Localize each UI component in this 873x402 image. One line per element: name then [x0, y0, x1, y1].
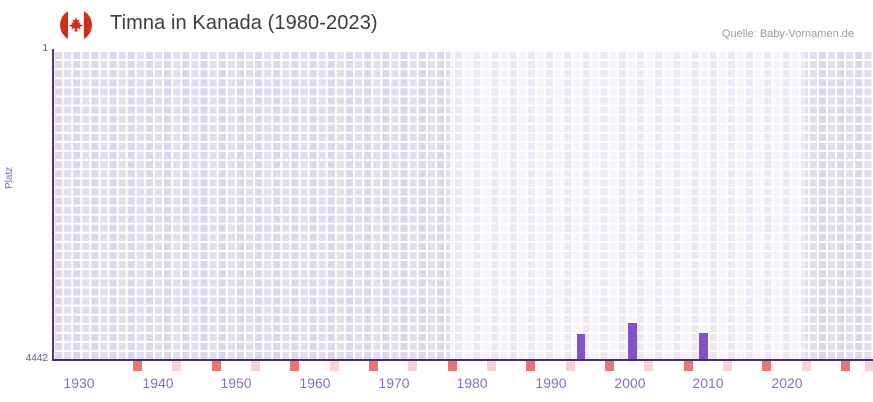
- x-tick-label-2010: 2010: [692, 375, 724, 391]
- out-of-range-shade-left: [53, 50, 450, 360]
- x-minor-tick-1985: [566, 361, 575, 371]
- x-minor-tick-1975: [487, 361, 496, 371]
- x-major-tick-2010: [762, 361, 771, 371]
- y-tick-label-bottom: 4442: [25, 353, 48, 364]
- x-major-tick-2020: [841, 361, 850, 371]
- maple-leaf-icon: [68, 17, 84, 33]
- bar-2000[interactable]: [628, 323, 637, 360]
- x-minor-tick-1935: [172, 361, 181, 371]
- x-major-tick-1990: [605, 361, 614, 371]
- x-tick-label-1940: 1940: [142, 375, 174, 391]
- x-minor-tick-2025: [865, 361, 873, 371]
- bar-2008[interactable]: [699, 333, 708, 360]
- out-of-range-shade-right: [806, 50, 873, 360]
- y-tick-label-top: 1: [42, 43, 48, 54]
- canada-flag-icon: [60, 9, 92, 41]
- x-major-tick-2000: [684, 361, 693, 371]
- x-tick-label-1970: 1970: [378, 375, 410, 391]
- x-tick-label-1930: 1930: [63, 375, 95, 391]
- x-tick-label-1950: 1950: [220, 375, 252, 391]
- x-axis-line: [52, 359, 873, 361]
- x-major-tick-1960: [369, 361, 378, 371]
- y-axis-line: [52, 49, 54, 361]
- x-major-tick-1970: [448, 361, 457, 371]
- page-title: Timna in Kanada (1980-2023): [110, 12, 378, 34]
- x-major-tick-1980: [526, 361, 535, 371]
- plot-area: [53, 50, 873, 360]
- x-major-tick-1940: [212, 361, 221, 371]
- x-tick-label-2000: 2000: [614, 375, 646, 391]
- x-major-tick-1930: [133, 361, 142, 371]
- flag-right-band: [84, 9, 92, 41]
- x-tick-label-1990: 1990: [535, 375, 567, 391]
- x-minor-tick-1945: [251, 361, 260, 371]
- x-minor-tick-1955: [330, 361, 339, 371]
- x-minor-tick-2005: [723, 361, 732, 371]
- x-minor-tick-1995: [644, 361, 653, 371]
- chart-header: Timna in Kanada (1980-2023) Quelle: Baby…: [0, 0, 873, 48]
- source-attribution: Quelle: Baby-Vornamen.de: [721, 28, 854, 40]
- x-minor-tick-2015: [802, 361, 811, 371]
- y-axis-title: Platz: [4, 166, 15, 189]
- x-tick-label-1960: 1960: [299, 375, 331, 391]
- x-tick-label-2020: 2020: [771, 375, 803, 391]
- flag-left-band: [60, 9, 68, 41]
- x-minor-tick-1965: [408, 361, 417, 371]
- x-major-tick-1950: [290, 361, 299, 371]
- x-tick-label-1980: 1980: [456, 375, 488, 391]
- bar-1994[interactable]: [577, 334, 585, 360]
